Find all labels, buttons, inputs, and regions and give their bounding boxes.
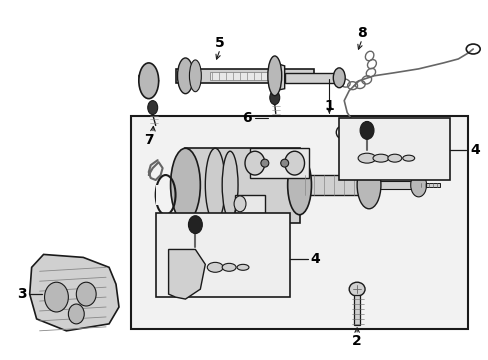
Bar	[353, 295, 359, 325]
Ellipse shape	[44, 282, 68, 312]
Bar	[368, 181, 418, 189]
Polygon shape	[30, 255, 119, 331]
Text: 2: 2	[351, 334, 361, 348]
Ellipse shape	[222, 264, 236, 271]
Ellipse shape	[410, 173, 426, 197]
Ellipse shape	[359, 121, 373, 139]
Polygon shape	[139, 69, 158, 93]
Ellipse shape	[333, 68, 345, 88]
Ellipse shape	[348, 282, 365, 296]
Ellipse shape	[372, 154, 388, 162]
Text: 7: 7	[143, 133, 153, 147]
Ellipse shape	[387, 154, 401, 162]
Ellipse shape	[260, 159, 268, 167]
Text: 4: 4	[310, 252, 320, 266]
Ellipse shape	[147, 100, 157, 114]
Ellipse shape	[189, 60, 201, 92]
Bar	[235, 195, 264, 213]
Text: 8: 8	[356, 26, 366, 40]
Bar	[175, 69, 314, 83]
Text: 1: 1	[324, 99, 333, 113]
Text: 4: 4	[469, 143, 479, 157]
Bar	[155, 185, 167, 205]
Ellipse shape	[205, 148, 224, 222]
Ellipse shape	[356, 161, 380, 209]
Bar	[131, 116, 468, 329]
Ellipse shape	[244, 151, 264, 175]
Text: 5: 5	[215, 36, 224, 50]
Bar	[185, 148, 299, 223]
Ellipse shape	[402, 155, 414, 161]
Bar	[210, 72, 269, 80]
Bar	[284, 73, 339, 83]
Ellipse shape	[287, 155, 311, 215]
Bar	[339, 118, 449, 180]
Ellipse shape	[222, 151, 238, 219]
Ellipse shape	[170, 148, 200, 222]
Polygon shape	[269, 63, 284, 91]
Polygon shape	[168, 249, 205, 299]
Ellipse shape	[267, 56, 281, 96]
Ellipse shape	[284, 151, 304, 175]
Ellipse shape	[357, 153, 375, 163]
Ellipse shape	[76, 282, 96, 306]
Ellipse shape	[269, 91, 279, 105]
Bar	[249, 148, 309, 178]
Ellipse shape	[177, 58, 193, 94]
Ellipse shape	[237, 264, 248, 270]
Bar	[299, 175, 368, 195]
Bar	[418, 183, 440, 187]
Ellipse shape	[207, 262, 223, 272]
Ellipse shape	[188, 216, 202, 234]
Ellipse shape	[280, 159, 288, 167]
Text: 6: 6	[242, 112, 251, 126]
Ellipse shape	[234, 196, 245, 212]
Bar	[155, 213, 289, 297]
Text: 3: 3	[17, 287, 26, 301]
Ellipse shape	[139, 63, 158, 99]
Ellipse shape	[68, 304, 84, 324]
